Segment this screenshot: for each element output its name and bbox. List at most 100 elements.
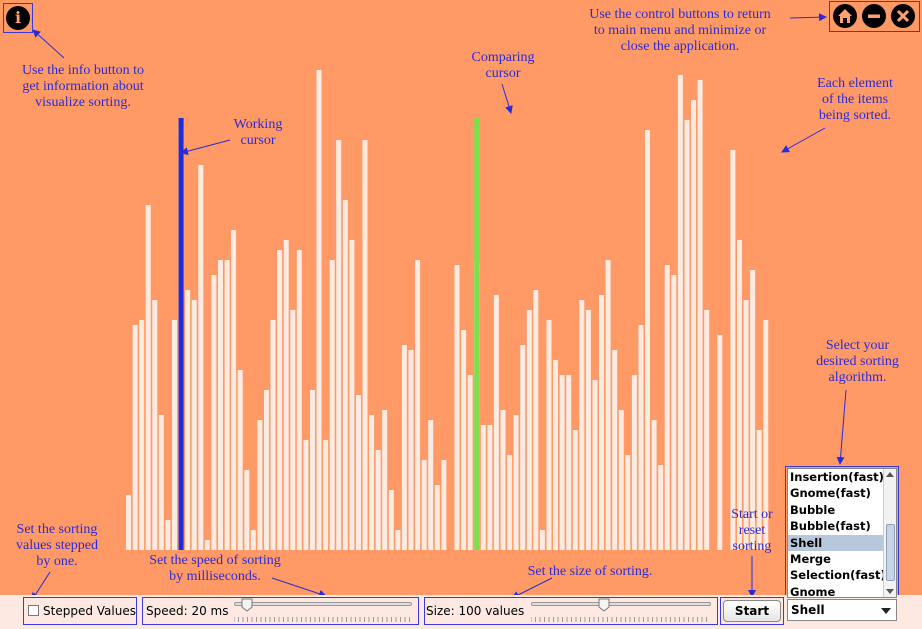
- bar-element: [493, 295, 499, 550]
- bar-element: [395, 530, 401, 550]
- bar-element: [559, 375, 565, 550]
- bar-element: [553, 360, 558, 550]
- bar-element: [158, 415, 164, 550]
- algorithm-select-value: Shell: [791, 603, 825, 617]
- speed-slider[interactable]: [234, 602, 412, 606]
- bar-element: [717, 335, 723, 550]
- bar-element: [467, 375, 473, 550]
- bar-element: [342, 200, 348, 550]
- bar-element: [434, 485, 440, 550]
- working-cursor: [178, 118, 184, 550]
- bar-element: [566, 375, 572, 550]
- algorithm-option[interactable]: Merge: [790, 551, 831, 566]
- algorithm-annotation: Select your desired sorting algorithm.: [816, 338, 899, 385]
- speed-slider-ticks: [234, 617, 410, 622]
- speed-annotation: Set the speed of sorting by milliseconds.: [149, 553, 281, 584]
- size-slider-thumb[interactable]: [598, 598, 610, 612]
- bar-element: [139, 320, 145, 550]
- bar-element: [362, 140, 368, 550]
- bar-element: [231, 230, 237, 550]
- bar-element: [401, 345, 407, 550]
- bar-element: [132, 325, 138, 550]
- working-annotation: Working cursor: [233, 117, 283, 148]
- controls-highlight: [829, 1, 920, 32]
- home-button[interactable]: [833, 4, 857, 28]
- info-icon: i: [14, 8, 22, 27]
- comparing-cursor: [474, 118, 480, 550]
- bar-element: [329, 260, 335, 550]
- bar-element: [677, 75, 683, 550]
- scroll-down-icon[interactable]: [884, 587, 896, 597]
- bar-element: [599, 295, 604, 550]
- bar-element: [704, 310, 710, 550]
- bar-element: [257, 420, 263, 550]
- bar-element: [520, 345, 526, 550]
- size-slider[interactable]: [531, 602, 711, 606]
- size-slider-ticks: [531, 617, 707, 622]
- bar-element: [237, 370, 243, 550]
- size-highlight: [424, 597, 718, 625]
- bar-element: [539, 530, 545, 550]
- bar-element: [421, 460, 427, 550]
- bar-element: [658, 465, 664, 550]
- controls-annotation: Use the control buttons to return to main…: [589, 7, 771, 54]
- bar-element: [585, 310, 591, 550]
- bar-element: [763, 320, 769, 550]
- bar-element: [441, 460, 447, 550]
- bar-element: [461, 330, 467, 550]
- bar-element: [244, 470, 250, 550]
- algorithm-option[interactable]: Gnome: [790, 584, 836, 598]
- algorithm-option[interactable]: Bubble: [790, 502, 836, 517]
- start-button[interactable]: Start: [723, 600, 781, 622]
- bar-element: [283, 240, 289, 550]
- start-annotation: Start or reset sorting: [731, 507, 773, 554]
- close-button[interactable]: [891, 4, 915, 28]
- algorithm-option[interactable]: Insertion(fast): [790, 470, 884, 484]
- bar-element: [651, 420, 657, 550]
- bar-element: [303, 440, 309, 550]
- size-label: Size: 100 values: [426, 604, 525, 618]
- algorithm-option[interactable]: Shell: [788, 534, 896, 551]
- bar-element: [454, 265, 460, 550]
- scroll-thumb[interactable]: [886, 524, 895, 581]
- close-icon: [896, 9, 910, 23]
- speed-highlight: [142, 597, 419, 625]
- bar-element: [408, 350, 414, 550]
- info-highlight: [3, 3, 33, 33]
- bar-element: [250, 530, 256, 550]
- stepped-values-label: Stepped Values: [43, 604, 136, 618]
- minimize-button[interactable]: [862, 4, 886, 28]
- bar-element: [191, 300, 197, 550]
- bar-element: [264, 390, 269, 550]
- bar-element: [526, 310, 532, 550]
- algorithm-select[interactable]: Shell: [787, 599, 897, 621]
- bar-element: [605, 260, 611, 550]
- info-button[interactable]: i: [6, 6, 30, 30]
- bar-element: [625, 455, 631, 550]
- bar-element: [224, 260, 230, 550]
- bar-element: [185, 290, 191, 550]
- bar-element: [172, 320, 177, 550]
- minimize-icon: [868, 14, 880, 18]
- scroll-up-icon[interactable]: [884, 469, 896, 479]
- bar-element: [645, 130, 650, 550]
- bar-element: [349, 240, 355, 550]
- bar-element: [618, 410, 624, 550]
- start-highlight: [720, 597, 784, 625]
- speed-slider-thumb[interactable]: [241, 598, 253, 612]
- bar-element: [296, 250, 302, 550]
- algorithm-option[interactable]: Selection(fast): [790, 568, 886, 583]
- bar-element: [500, 410, 506, 550]
- algorithm-list[interactable]: Insertion(fast) Gnome(fast) Bubble Bubble(f…: [787, 468, 897, 598]
- stepped-annotation: Set the sorting values stepped by one.: [15, 522, 99, 569]
- algorithm-option[interactable]: Gnome(fast): [790, 486, 871, 501]
- bar-element: [428, 420, 434, 550]
- speed-label: Speed: 20 ms: [146, 604, 229, 618]
- bar-element: [480, 425, 486, 550]
- algorithm-list-scrollbar[interactable]: [883, 469, 896, 597]
- element-annotation: Each element of the items being sorted.: [817, 76, 893, 123]
- stepped-highlight: [23, 597, 137, 625]
- algorithm-option[interactable]: Bubble(fast): [790, 519, 871, 534]
- bar-element: [388, 490, 394, 550]
- stepped-values-checkbox[interactable]: [28, 605, 39, 616]
